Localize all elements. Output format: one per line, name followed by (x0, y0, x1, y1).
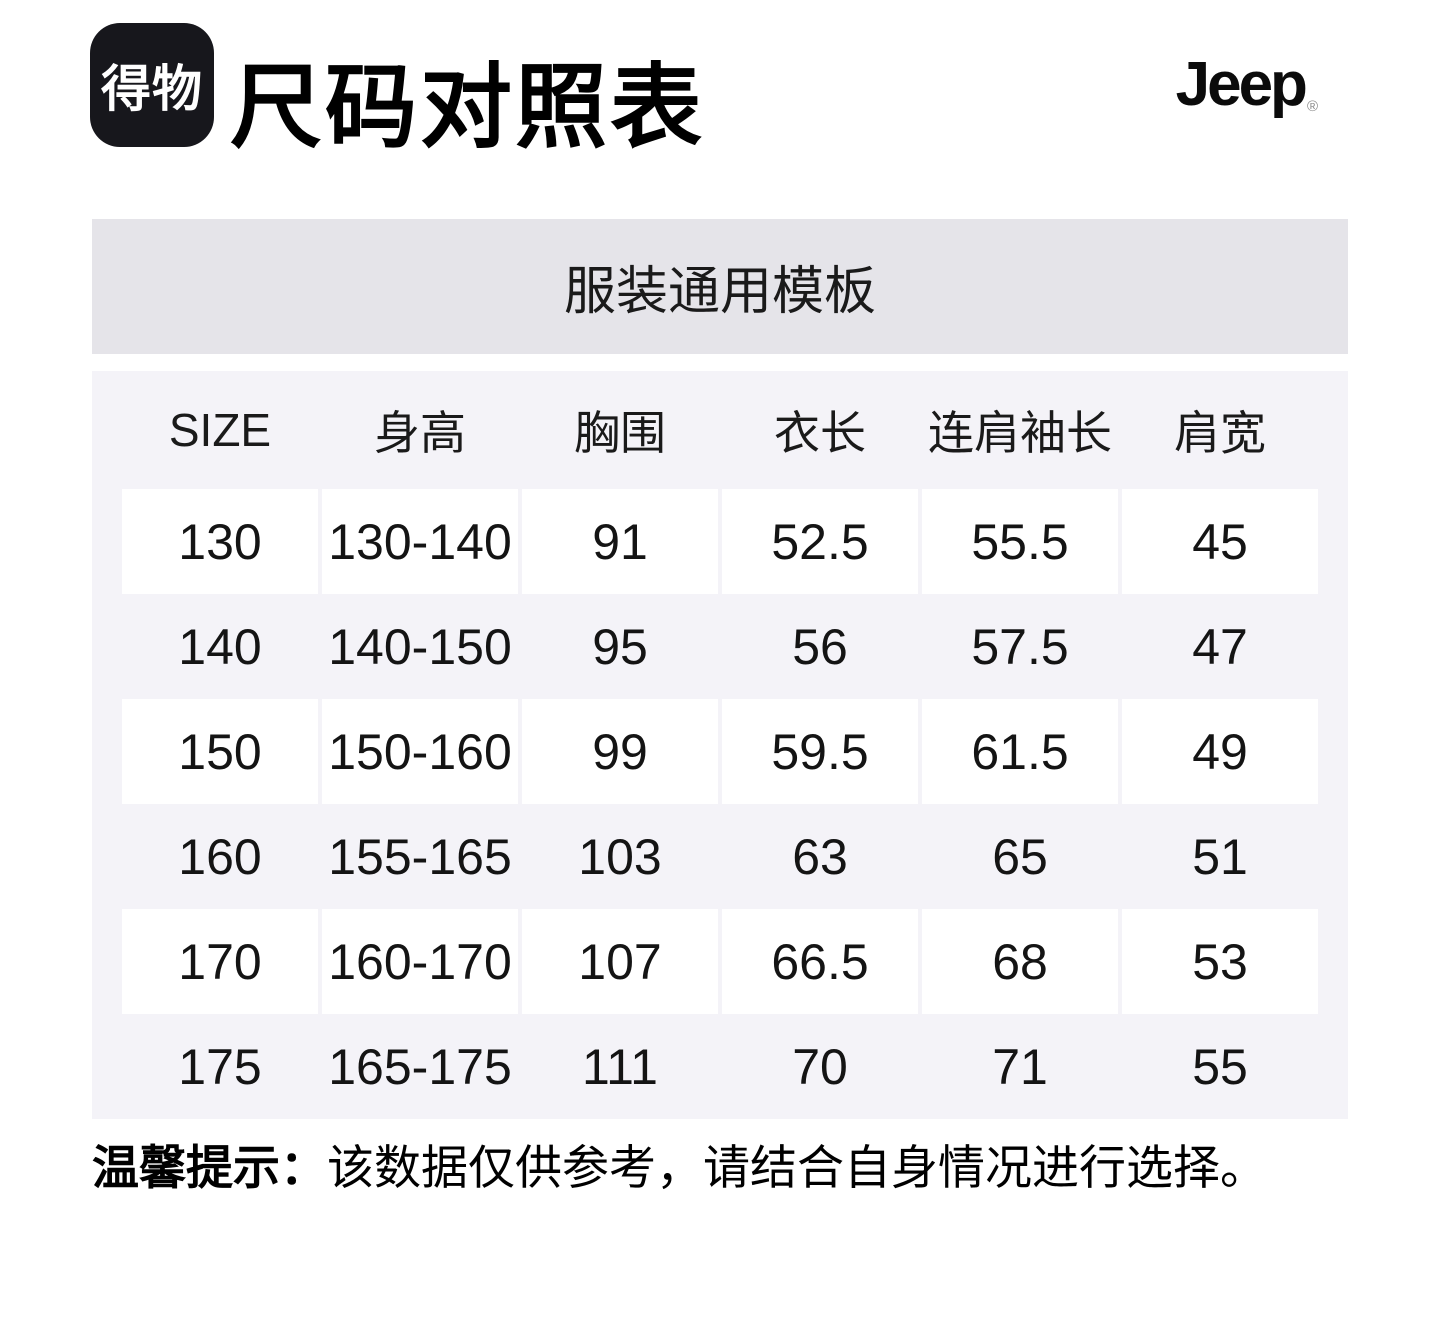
table-cell: 150-160 (322, 699, 518, 804)
table-cell: 103 (578, 828, 662, 885)
jeep-brand-text: Jeep (1175, 50, 1308, 119)
table-cell: 99 (522, 699, 718, 804)
table-cell: 71 (992, 1038, 1048, 1095)
table-cell: 65 (992, 828, 1048, 885)
table-cell: 140-150 (328, 618, 512, 675)
table-cell: 130-140 (322, 489, 518, 594)
dewu-logo: 得物 (90, 23, 214, 147)
table-cell: 130 (122, 489, 318, 594)
column-header-sleeve: 连肩袖长 (928, 407, 1112, 459)
table-body: 130 130-140 91 52.5 55.5 45 140 140-150 95 56 57.5… (122, 489, 1318, 1119)
table-cell: 155-165 (328, 828, 512, 885)
size-table: SIZE 身高 胸围 衣长 连肩袖长 肩宽 130 130-140 91 52.5 55… (92, 371, 1348, 1119)
table-header-row: SIZE 身高 胸围 衣长 连肩袖长 肩宽 (122, 371, 1318, 489)
table-row: 175 165-175 111 70 71 55 (122, 1014, 1318, 1119)
table-cell: 160 (178, 828, 262, 885)
column-header-height: 身高 (374, 407, 466, 459)
column-header-chest: 胸围 (574, 407, 666, 459)
note-label: 温馨提示： (92, 1141, 327, 1194)
table-row: 130 130-140 91 52.5 55.5 45 (122, 489, 1318, 594)
table-row: 150 150-160 99 59.5 61.5 49 (122, 699, 1318, 804)
table-cell: 91 (522, 489, 718, 594)
table-cell: 150 (122, 699, 318, 804)
table-cell: 59.5 (722, 699, 918, 804)
dewu-logo-text: 得物 (101, 61, 203, 117)
table-cell: 61.5 (922, 699, 1118, 804)
table-cell: 165-175 (328, 1038, 512, 1095)
table-cell: 47 (1192, 618, 1248, 675)
table-cell: 55.5 (922, 489, 1118, 594)
note: 温馨提示：该数据仅供参考，请结合自身情况进行选择。 (92, 1138, 1267, 1198)
template-banner-label: 服装通用模板 (563, 263, 876, 321)
table-cell: 175 (178, 1038, 262, 1095)
table-row: 140 140-150 95 56 57.5 47 (122, 594, 1318, 699)
table-cell: 45 (1122, 489, 1318, 594)
table-cell: 70 (792, 1038, 848, 1095)
table-cell: 68 (922, 909, 1118, 1014)
table-cell: 170 (122, 909, 318, 1014)
template-banner: 服装通用模板 (92, 219, 1348, 354)
table-cell: 160-170 (322, 909, 518, 1014)
column-header-shoulder: 肩宽 (1174, 407, 1266, 459)
table-cell: 53 (1122, 909, 1318, 1014)
jeep-brand-logo: Jeep ® (1176, 52, 1318, 134)
column-header-length: 衣长 (774, 407, 866, 459)
table-cell: 57.5 (971, 618, 1069, 675)
table-row: 160 155-165 103 63 65 51 (122, 804, 1318, 909)
table-cell: 111 (581, 1038, 658, 1095)
table-cell: 66.5 (722, 909, 918, 1014)
page-title: 尺码对照表 (230, 57, 706, 159)
table-cell: 107 (522, 909, 718, 1014)
table-cell: 51 (1192, 828, 1248, 885)
table-cell: 55 (1192, 1038, 1248, 1095)
table-cell: 49 (1122, 699, 1318, 804)
table-cell: 95 (592, 618, 648, 675)
note-text: 该数据仅供参考，请结合自身情况进行选择。 (327, 1141, 1267, 1194)
table-cell: 63 (792, 828, 848, 885)
table-cell: 140 (178, 618, 262, 675)
registered-trademark-icon: ® (1306, 98, 1318, 115)
column-header-size: SIZE (168, 404, 272, 456)
table-cell: 52.5 (722, 489, 918, 594)
table-cell: 56 (792, 618, 848, 675)
table-row: 170 160-170 107 66.5 68 53 (122, 909, 1318, 1014)
